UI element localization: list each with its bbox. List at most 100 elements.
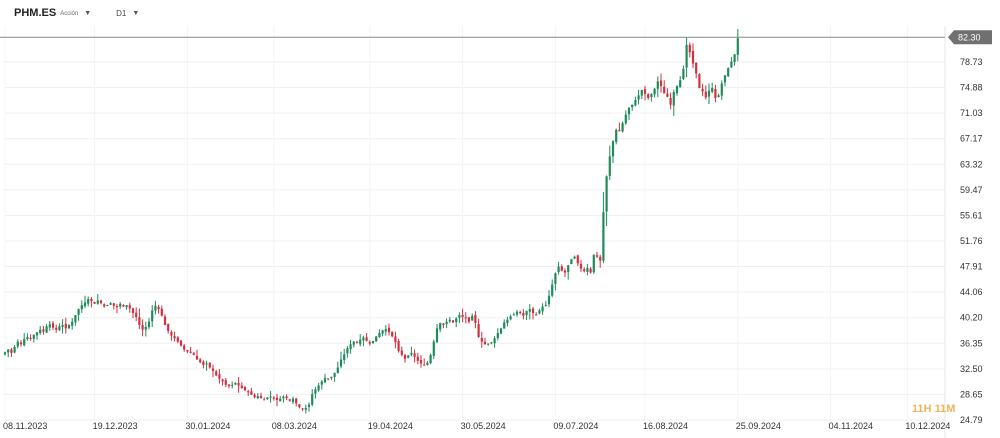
candle-body bbox=[202, 361, 205, 365]
x-tick-label: 16.08.2024 bbox=[643, 421, 688, 431]
timeframe-label: D1 bbox=[116, 8, 127, 18]
candle-body bbox=[631, 104, 634, 108]
current-price-tag-background bbox=[948, 30, 992, 45]
candle-body bbox=[3, 352, 7, 355]
candle-body bbox=[106, 305, 109, 307]
candle-body bbox=[96, 300, 99, 304]
candle-body bbox=[343, 354, 346, 361]
candle-body bbox=[384, 329, 387, 332]
candle-body bbox=[74, 315, 77, 323]
candle-body bbox=[179, 340, 183, 346]
candle-body bbox=[317, 385, 320, 391]
candle-body bbox=[618, 129, 621, 132]
candle-body bbox=[349, 344, 352, 350]
candle-body bbox=[192, 353, 195, 355]
candle-body bbox=[707, 90, 711, 97]
y-tick-label: 55.61 bbox=[960, 210, 983, 220]
x-axis: 08.11.2023 19.12.2023 30.01.2024 08.03.2024… bbox=[3, 421, 950, 431]
candle-body bbox=[695, 62, 698, 74]
candle-body bbox=[519, 311, 522, 314]
candle-body bbox=[467, 317, 471, 322]
candle-body bbox=[32, 334, 35, 339]
candle-body bbox=[141, 325, 144, 330]
y-tick-label: 44.06 bbox=[960, 287, 983, 297]
candle-body bbox=[567, 265, 570, 272]
candle-body bbox=[490, 342, 493, 344]
candle-body bbox=[61, 325, 64, 327]
candle-body bbox=[407, 355, 410, 358]
candle-body bbox=[563, 270, 567, 273]
y-tick-label: 59.47 bbox=[960, 185, 983, 195]
candle-body bbox=[330, 376, 333, 379]
candle-body bbox=[605, 176, 608, 212]
candle-body bbox=[227, 384, 231, 387]
y-tick-label: 67.17 bbox=[960, 134, 983, 144]
candle-body bbox=[474, 314, 477, 324]
candle-body bbox=[362, 337, 365, 341]
candle-body bbox=[195, 355, 199, 360]
candle-body bbox=[163, 316, 167, 326]
current-price-value: 82.30 bbox=[958, 32, 981, 42]
candle-body bbox=[234, 382, 237, 385]
candle-body bbox=[167, 323, 170, 331]
candle-body bbox=[650, 94, 653, 98]
candle-body bbox=[368, 341, 371, 344]
candle-body bbox=[672, 92, 675, 106]
y-axis: 78.73 74.88 71.03 67.17 63.32 59.47 55.61 51.76… bbox=[960, 57, 983, 425]
candle-body bbox=[499, 328, 503, 334]
current-price-tag: 82.30 bbox=[948, 30, 992, 45]
candle-body bbox=[307, 404, 311, 407]
candle-body bbox=[243, 387, 247, 391]
candle-body bbox=[378, 332, 381, 338]
y-tick-label: 78.73 bbox=[960, 57, 983, 67]
candle-body bbox=[679, 80, 682, 88]
y-tick-label: 71.03 bbox=[960, 108, 983, 118]
candle-body bbox=[611, 141, 615, 157]
candle-body bbox=[599, 256, 602, 261]
candle-body bbox=[455, 318, 458, 323]
y-tick-label: 51.76 bbox=[960, 236, 983, 246]
x-tick-label: 10.12.2024 bbox=[905, 421, 950, 431]
candle-body bbox=[119, 303, 122, 307]
candle-body bbox=[394, 336, 397, 343]
candle-body bbox=[480, 337, 483, 342]
candle-body bbox=[602, 212, 605, 261]
candle-body bbox=[416, 356, 419, 361]
candle-body bbox=[375, 336, 378, 342]
candle-body bbox=[727, 68, 730, 77]
y-tick-label: 63.32 bbox=[960, 159, 983, 169]
candle-body bbox=[720, 83, 723, 96]
candle-body bbox=[397, 341, 400, 351]
candle-body bbox=[138, 317, 141, 326]
candle-body bbox=[304, 407, 307, 410]
candle-body bbox=[199, 359, 202, 363]
candle-body bbox=[7, 349, 10, 353]
candle-body bbox=[736, 38, 739, 55]
candle-body bbox=[483, 341, 487, 345]
candle-body bbox=[458, 315, 461, 318]
candle-body bbox=[131, 308, 135, 314]
symbol-label: PHM.ES bbox=[14, 7, 57, 19]
candle-body bbox=[554, 273, 557, 284]
candle-body bbox=[355, 341, 359, 343]
candle-body bbox=[26, 336, 29, 340]
candle-body bbox=[122, 304, 125, 307]
candle-body bbox=[64, 323, 67, 329]
candle-body bbox=[93, 302, 96, 304]
candle-body bbox=[714, 89, 717, 99]
candle-body bbox=[538, 310, 541, 314]
candle-body bbox=[173, 336, 176, 339]
candle-body bbox=[288, 399, 291, 401]
candle-body bbox=[535, 314, 538, 316]
candle-body bbox=[557, 266, 560, 273]
symbol-dropdown-icon[interactable]: ▼ bbox=[84, 9, 92, 17]
candle-body bbox=[170, 331, 173, 336]
candle-body bbox=[208, 362, 211, 368]
candle-body bbox=[19, 342, 23, 345]
candle-body bbox=[573, 256, 576, 259]
candle-body bbox=[205, 363, 208, 365]
candle-body bbox=[103, 304, 106, 307]
candle-body bbox=[595, 255, 599, 257]
timeframe-dropdown-icon[interactable]: ▼ bbox=[132, 9, 140, 17]
